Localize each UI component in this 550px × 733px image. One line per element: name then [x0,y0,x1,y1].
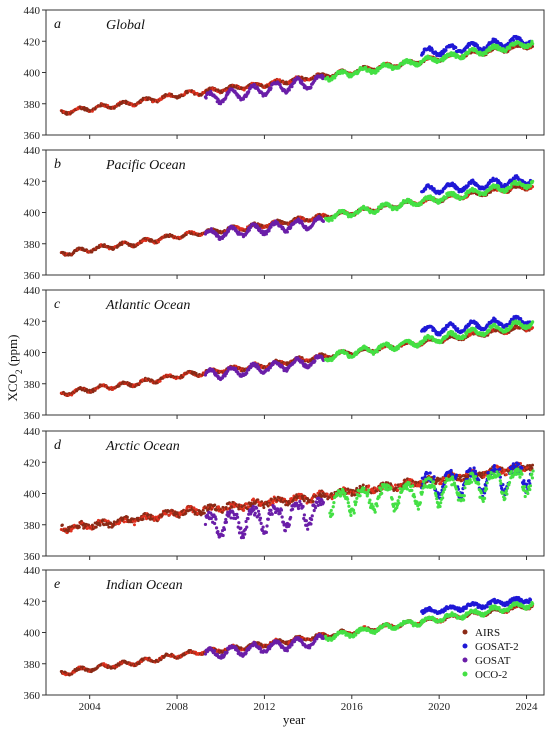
oco-2-point [464,193,469,197]
gosat-point [321,75,325,79]
series-gosat-2 [420,34,533,58]
y-tick-label: 440 [24,5,41,17]
panel-label-b: b [54,157,61,172]
oco-2-point [487,328,491,333]
y-tick-label: 380 [24,99,41,111]
airs-point [77,525,81,529]
airs-point [158,379,162,383]
oco-2-point [505,189,509,193]
gosat-point [252,83,257,87]
gosat-point [313,359,317,363]
gosat-2-point [430,47,434,52]
airs-point [94,525,98,529]
y-tick-label: 440 [24,426,41,438]
y-tick-label: 420 [24,457,41,469]
panels-group: 360 380 400 420 440 a Global 360 380 400 420 440 b Pa… [24,5,545,702]
y-tick-label: 440 [24,285,41,297]
oco-2-point [375,350,379,354]
y-tick-label: 380 [24,239,41,251]
y-tick-label: 400 [24,489,41,501]
y-tick-label: 360 [24,410,41,422]
oco-2-point [508,46,512,50]
panel-title-a: Global [106,18,145,33]
panel-c: 360 380 400 420 440 c Atlantic Ocean [24,285,545,422]
gosat-point [300,79,304,83]
gosat-2-point [444,48,448,52]
oco-2-point [484,52,488,56]
airs-point [146,513,150,517]
airs-point [177,515,181,519]
airs-point [184,511,188,515]
y-tick-label: 420 [24,176,41,188]
y-tick-label: 360 [24,551,41,563]
gosat-point [309,85,313,89]
panel-title-b: Pacific Ocean [105,158,186,173]
gosat-point [287,88,291,92]
gosat-2-point [454,45,458,50]
airs-point [122,520,126,524]
airs-point [132,523,136,527]
gosat-2-point [422,50,426,54]
series-gosat [203,73,325,106]
panel-label-c: c [54,297,61,312]
airs-point [141,517,145,521]
gosat-point [247,89,251,94]
y-tick-label: 360 [24,270,41,282]
oco-2-point [531,42,535,46]
oco-2-point [444,195,448,200]
gosat-point [285,230,289,234]
y-tick-label: 440 [24,145,41,157]
panel-d: 360 380 400 420 440 d Arctic Ocean [24,426,545,563]
oco-2-point [432,196,436,200]
gosat-point [321,219,325,223]
oco-2-point [496,184,501,188]
airs-point [202,511,206,515]
airs-point [60,523,64,527]
gosat-point [247,228,251,232]
oco-2-point [330,218,334,222]
gosat-point [269,86,273,90]
gosat-2-point [456,327,460,331]
oco-2-point [531,320,535,324]
y-tick-label: 380 [24,520,41,532]
y-tick-label: 360 [24,130,41,142]
y-tick-label: 420 [24,36,41,48]
oco-2-point [376,209,380,213]
panel-title-d: Arctic Ocean [105,439,180,454]
airs-point [213,503,217,507]
y-tick-label: 420 [24,316,41,328]
gosat-point [290,85,294,89]
panel-label-d: d [54,438,62,453]
oco-2-point [531,179,535,183]
y-tick-label: 400 [24,348,41,360]
panel-label-a: a [54,17,61,32]
panel-b: 360 380 400 420 440 b Pacific Ocean [24,145,545,282]
y-tick-label: 400 [24,68,41,80]
airs-point [125,515,129,519]
gosat-point [245,371,249,375]
y-tick-label: 400 [24,208,41,220]
airs-point [98,523,102,527]
oco-2-point [463,335,467,339]
y-tick-label: 380 [24,379,41,391]
panel-title-c: Atlantic Ocean [105,298,190,313]
oco-2-point [529,184,533,188]
gosat-point [204,96,208,100]
airs-point [107,525,111,529]
panel-a: 360 380 400 420 440 a Global [24,5,545,142]
oco-2-point [419,202,423,206]
